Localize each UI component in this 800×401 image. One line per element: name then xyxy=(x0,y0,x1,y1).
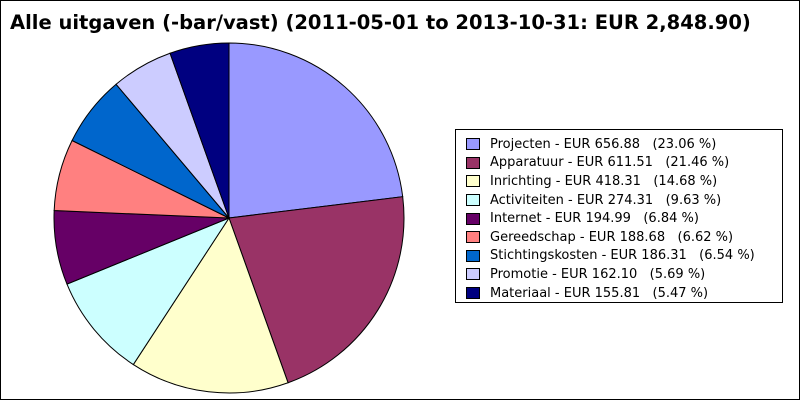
legend-label: Gereedschap - EUR 188.68 (6.62 %) xyxy=(490,229,734,245)
legend-swatch xyxy=(466,231,480,244)
legend-item-promotie: Promotie - EUR 162.10 (5.69 %) xyxy=(456,265,782,284)
pie-slice-inrichting xyxy=(132,216,289,394)
legend-swatch xyxy=(466,175,480,188)
pie-slice-projecten xyxy=(228,42,404,219)
legend-swatch xyxy=(466,212,480,225)
legend-item-gereedschap: Gereedschap - EUR 188.68 (6.62 %) xyxy=(456,228,782,247)
legend-label: Activiteiten - EUR 274.31 (9.63 %) xyxy=(490,192,722,208)
legend-label: Internet - EUR 194.99 (6.84 %) xyxy=(490,211,699,227)
legend-item-activiteiten: Activiteiten - EUR 274.31 (9.63 %) xyxy=(456,191,782,210)
legend-item-internet: Internet - EUR 194.99 (6.84 %) xyxy=(456,209,782,228)
legend-item-materiaal: Materiaal - EUR 155.81 (5.47 %) xyxy=(456,284,782,303)
legend-item-stichtingskosten: Stichtingskosten - EUR 186.31 (6.54 %) xyxy=(456,247,782,266)
legend-swatch xyxy=(466,249,480,262)
legend-label: Projecten - EUR 656.88 (23.06 %) xyxy=(490,136,717,152)
legend-label: Materiaal - EUR 155.81 (5.47 %) xyxy=(490,285,709,301)
legend-item-projecten: Projecten - EUR 656.88 (23.06 %) xyxy=(456,135,782,154)
chart-legend: Projecten - EUR 656.88 (23.06 %) Apparatu… xyxy=(455,129,783,303)
legend-item-apparatuur: Apparatuur - EUR 611.51 (21.46 %) xyxy=(456,154,782,173)
legend-label: Inrichting - EUR 418.31 (14.68 %) xyxy=(490,173,718,189)
legend-swatch xyxy=(466,156,480,169)
legend-swatch xyxy=(466,287,480,300)
chart-title: Alle uitgaven (-bar/vast) (2011-05-01 to… xyxy=(10,11,751,34)
legend-swatch xyxy=(466,268,480,281)
legend-label: Apparatuur - EUR 611.51 (21.46 %) xyxy=(490,155,730,171)
legend-swatch xyxy=(466,194,480,207)
legend-label: Stichtingskosten - EUR 186.31 (6.54 %) xyxy=(490,248,755,264)
legend-label: Promotie - EUR 162.10 (5.69 %) xyxy=(490,266,706,282)
legend-item-inrichting: Inrichting - EUR 418.31 (14.68 %) xyxy=(456,172,782,191)
pie-slice-activiteiten xyxy=(66,216,231,366)
legend-swatch xyxy=(466,138,480,151)
pie-slice-apparatuur xyxy=(228,196,405,384)
pie-slice-materiaal xyxy=(169,42,230,219)
